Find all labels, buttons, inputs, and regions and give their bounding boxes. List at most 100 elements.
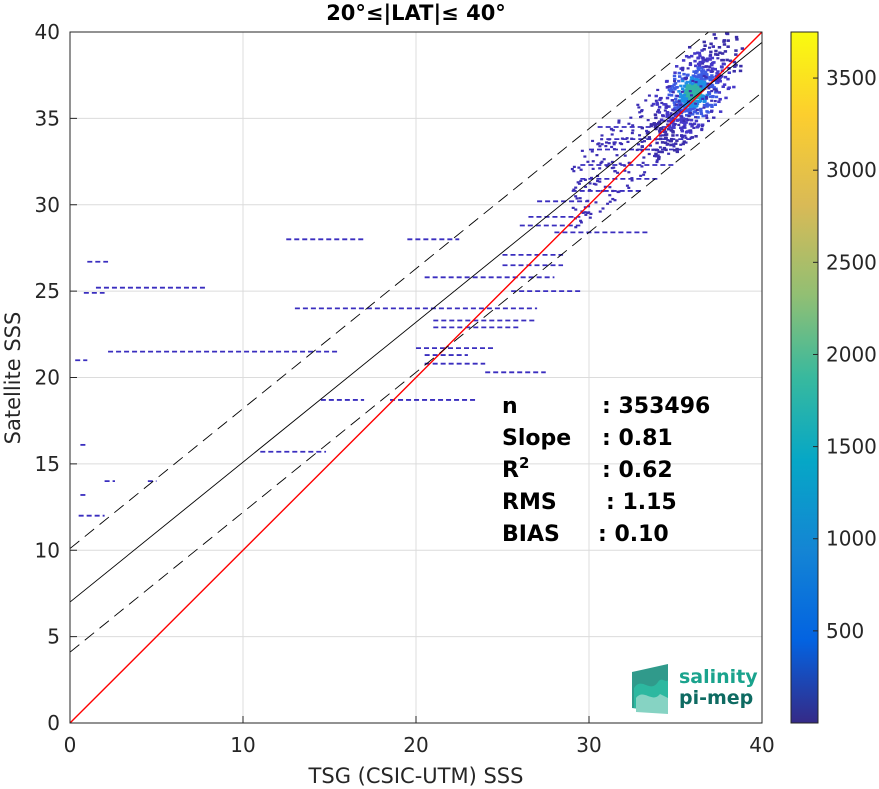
density-cell [690,124,694,128]
density-cell [667,116,672,120]
density-cell [669,129,674,132]
density-cell [712,116,716,119]
density-cell [647,152,651,156]
density-cell [700,49,704,52]
stat-label: BIAS [502,522,560,547]
density-cell [673,71,677,75]
density-cell [663,109,667,112]
density-cell [701,86,705,90]
density-cell [586,160,590,163]
density-cell [711,45,715,48]
density-cell [702,73,706,76]
density-cell [699,77,704,81]
density-cell [710,99,714,102]
density-cell [651,148,655,151]
density-cell [695,90,699,94]
density-cell [691,79,695,83]
stat-label: Slope [502,426,571,451]
density-cell [705,116,709,120]
y-tick-label: 30 [35,193,60,217]
density-cell [600,134,604,137]
density-cell [698,98,703,102]
identity-line [70,32,762,723]
density-cell [583,178,587,181]
density-cell [657,108,661,112]
density-cell [654,155,658,158]
density-cell [615,154,619,157]
density-cell [673,103,677,107]
density-cell [588,189,592,192]
density-cell [671,99,675,102]
density-cell [698,60,702,64]
density-cell [611,189,615,193]
density-cell [623,154,627,157]
stat-label: RMS [502,490,557,515]
density-cell [703,70,708,74]
density-cell [696,116,700,119]
density-cell [674,86,678,89]
density-cell [691,123,695,126]
density-cell [735,38,739,41]
density-cell [676,106,681,109]
density-cell [662,146,667,150]
density-cell [655,159,659,162]
density-cell [617,190,621,193]
colorbar-ticks: 500 1000 1500 2000 2500 3000 3500 [813,66,877,643]
density-cell [665,105,669,108]
density-cell [682,89,686,92]
colorbar [790,31,819,724]
logo-text-salinity: salinity [679,666,758,688]
density-cell [710,105,714,108]
density-cell [606,202,610,205]
density-cell [674,100,679,104]
density-cell [698,96,703,100]
density-cell [608,194,612,197]
density-cell [685,80,689,84]
density-cell [720,58,724,62]
density-cell [688,63,693,67]
density-cell [719,75,724,78]
density-cell [675,147,679,151]
density-cell [711,70,715,73]
density-cell [583,206,587,209]
density-cell [696,68,701,71]
density-cell [705,93,709,97]
density-cell [712,86,716,89]
density-cell [657,150,661,154]
density-cell [656,110,660,113]
fit-upper-line [70,32,710,549]
density-cell [662,130,666,134]
density-cell [637,106,641,109]
density-cell [703,99,707,102]
density-cell [572,165,576,168]
density-cell [719,65,724,68]
density-cell [672,112,677,116]
density-cell [658,127,662,131]
density-cell [677,90,681,93]
density-cell [638,134,642,137]
density-cell [625,184,629,187]
density-cell [609,127,613,131]
y-tick-label: 0 [47,711,60,735]
density-cell [715,81,719,85]
density-cell [688,122,693,126]
density-cell [714,90,718,94]
density-cell [685,86,689,90]
colorbar-tick-label: 1000 [826,527,877,551]
colorbar-tick-label: 2000 [826,342,877,366]
density-cell [727,71,731,75]
density-cell [668,139,672,143]
density-cell [726,45,730,48]
density-cell [664,136,668,140]
stat-value: : 1.15 [606,490,677,515]
density-cell [681,79,685,83]
y-tick-label: 40 [35,20,60,44]
density-cell [679,143,683,146]
density-cell [603,185,607,188]
stat-label: n [502,394,518,419]
density-cell [659,96,663,100]
density-cell [650,104,654,107]
density-cell [738,69,743,73]
density-cell [740,47,745,50]
y-tick-label: 20 [35,366,60,390]
